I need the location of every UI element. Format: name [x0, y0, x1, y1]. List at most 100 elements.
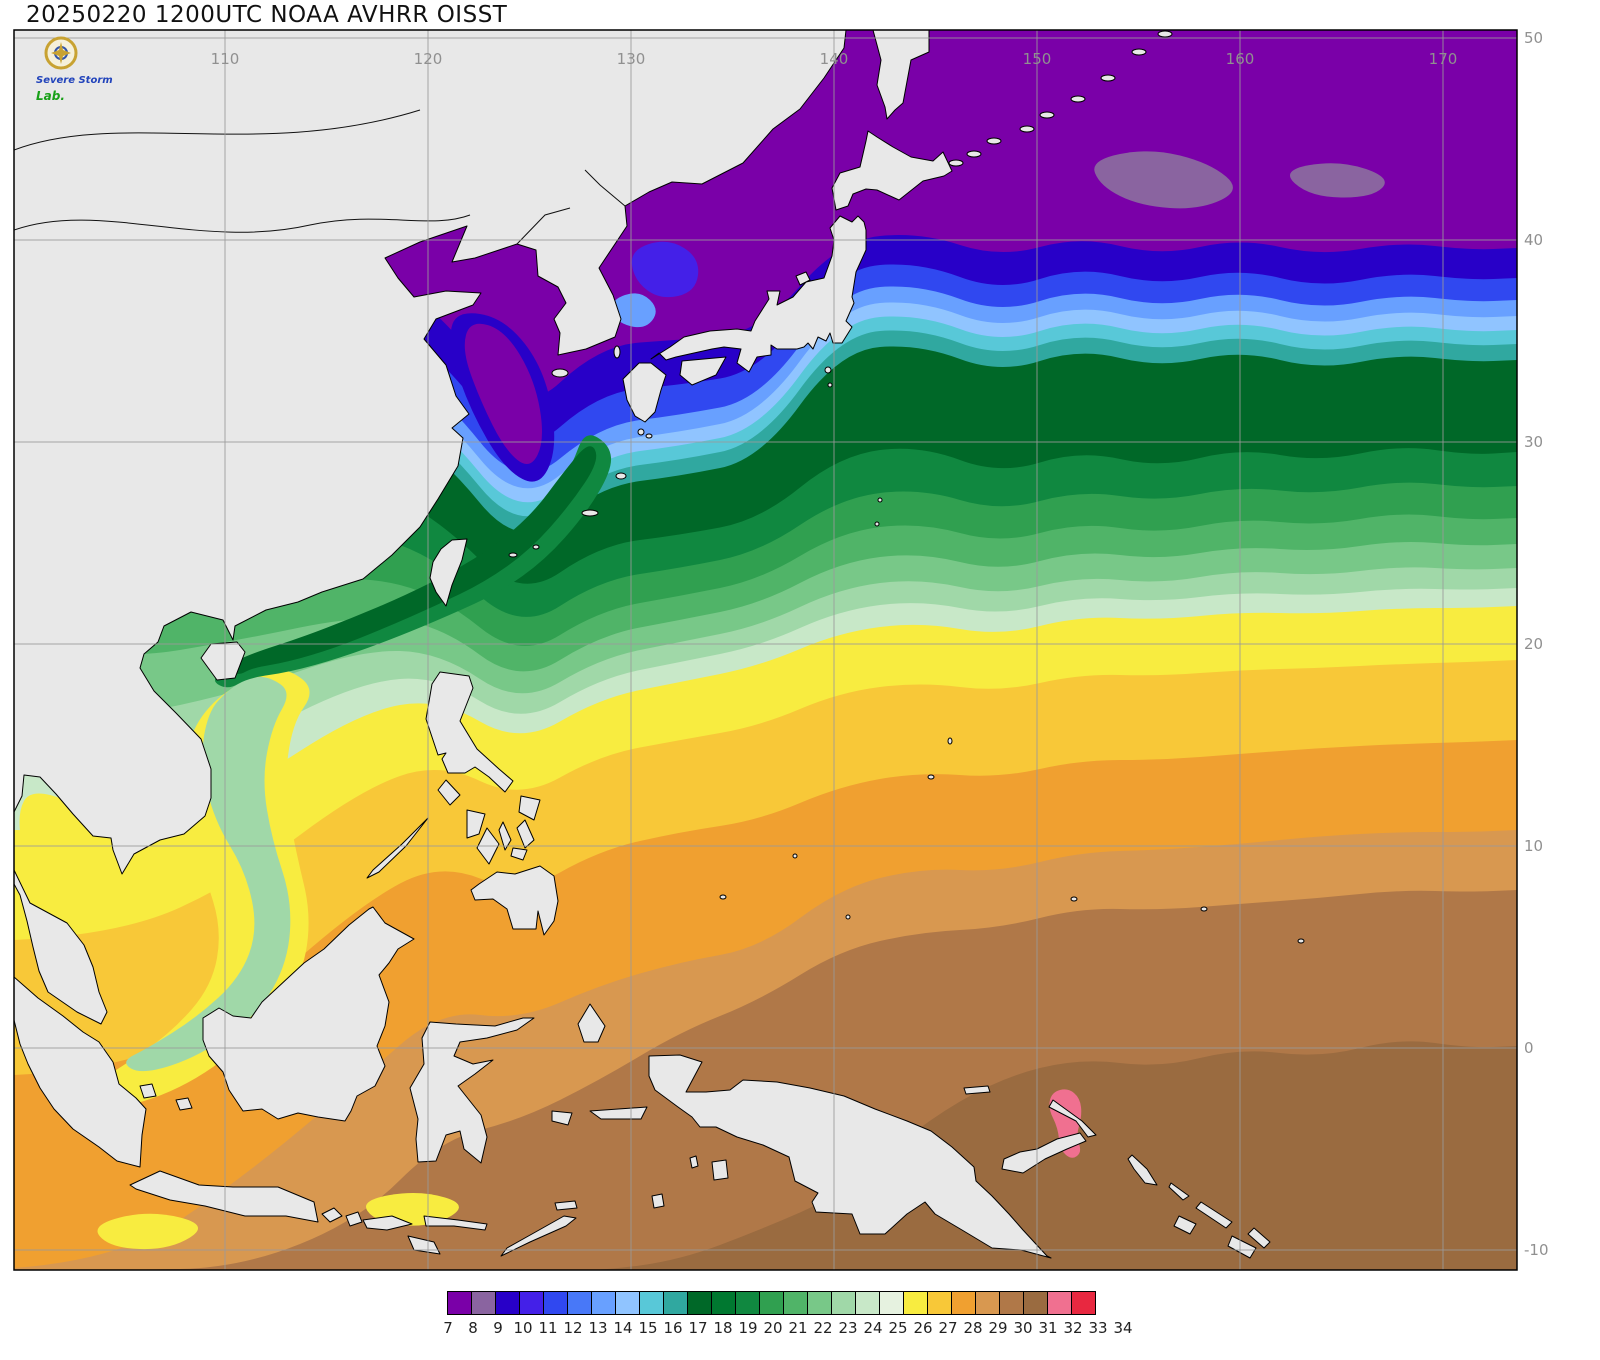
lat-label-30: 30 — [1524, 433, 1543, 451]
land-mindoro — [437, 779, 461, 806]
colorbar-tick-label: 26 — [913, 1319, 933, 1337]
land-buru — [551, 1110, 573, 1126]
sst-patch-china-coast-dark-strip — [227, 446, 597, 674]
colorbar-cell-27-28 — [927, 1291, 952, 1315]
colorbar-cell-30-31 — [999, 1291, 1024, 1315]
land-honshu — [650, 215, 867, 373]
colorbar-tick-label: 20 — [763, 1319, 783, 1337]
colorbar-cell-28-29 — [951, 1291, 976, 1315]
border-yalu — [516, 207, 571, 245]
colorbar-cell-25-26 — [879, 1291, 904, 1315]
ssl-emblem-icon — [44, 36, 78, 70]
sst-colorbar-labels: 7 8 9 10 11 12 13 14 15 16 17 18 19 20 21 22 23 24 25 26 27 2… — [443, 1319, 1132, 1337]
land-wetar — [554, 1200, 578, 1211]
colorbar-cell-32-33 — [1047, 1291, 1072, 1315]
sst-patch-north-pacific-muted-2 — [1290, 163, 1385, 198]
land-sulawesi — [409, 1017, 535, 1164]
lon-label-170: 170 — [1429, 50, 1458, 68]
ssl-logo: Severe Storm Lab. — [36, 36, 126, 104]
colorbar-cell-22-23 — [807, 1291, 832, 1315]
map-frame — [13, 29, 1518, 1271]
colorbar-tick-label: 31 — [1038, 1319, 1058, 1337]
land-mindanao — [470, 865, 559, 936]
lat-label-0: 0 — [1524, 1039, 1534, 1057]
land-flores — [423, 1215, 488, 1231]
land-new-britain — [1001, 1132, 1087, 1174]
colorbar-tick-label: 17 — [688, 1319, 708, 1337]
sst-patch-scs-mint-tongue — [126, 676, 291, 1072]
colorbar-tick-label: 10 — [513, 1319, 533, 1337]
colorbar-tick-label: 24 — [863, 1319, 883, 1337]
grid-layer — [14, 30, 1517, 1270]
colorbar-tick-label: 18 — [713, 1319, 733, 1337]
lon-label-140: 140 — [820, 50, 849, 68]
land-ryukyu-islands — [508, 345, 883, 558]
lon-label-160: 160 — [1226, 50, 1255, 68]
land-cebu — [498, 821, 512, 851]
land-luzon — [425, 671, 514, 793]
colorbar-tick-label: 30 — [1013, 1319, 1033, 1337]
colorbar-tick-label: 27 — [938, 1319, 958, 1337]
colorbar-cell-31-32 — [1023, 1291, 1048, 1315]
colorbar-tick-label: 9 — [493, 1319, 503, 1337]
lon-label-150: 150 — [1023, 50, 1052, 68]
land-palawan — [366, 817, 429, 879]
land-layer — [14, 30, 1305, 1259]
colorbar-cell-19-20 — [735, 1291, 760, 1315]
colorbar-tick-label: 28 — [963, 1319, 983, 1337]
land-java — [129, 1170, 319, 1223]
colorbar-cell-11-12 — [543, 1291, 568, 1315]
land-hainan — [200, 641, 246, 681]
land-borneo — [202, 906, 415, 1122]
land-kuril-islands — [948, 30, 1173, 167]
sst-patch-java-sea-yellow-1 — [97, 1213, 198, 1250]
colorbar-cell-15-16 — [639, 1291, 664, 1315]
colorbar-cell-17-18 — [687, 1291, 712, 1315]
colorbar-tick-label: 15 — [638, 1319, 658, 1337]
colorbar-cell-16-17 — [663, 1291, 688, 1315]
page-title: 20250220 1200UTC NOAA AVHRR OISST — [26, 2, 508, 28]
colorbar-tick-label: 19 — [738, 1319, 758, 1337]
colorbar-cell-29-30 — [975, 1291, 1000, 1315]
lat-label-20: 20 — [1524, 635, 1543, 653]
land-sumatra — [14, 976, 147, 1168]
land-hokkaido — [831, 130, 953, 211]
land-malaita — [1247, 1227, 1271, 1249]
land-malay-peninsula — [14, 869, 108, 1025]
land-sakhalin — [872, 30, 930, 120]
colorbar-cell-18-19 — [711, 1291, 736, 1315]
sst-patch-sea-of-japan-blob — [631, 241, 699, 298]
logo-text-lab: Lab. — [36, 88, 65, 103]
colorbar-tick-label: 12 — [563, 1319, 583, 1337]
colorbar-cell-21-22 — [783, 1291, 808, 1315]
colorbar-cell-7-8 — [447, 1291, 472, 1315]
sst-patches-layer — [19, 151, 1385, 1250]
land-sumbawa — [362, 1215, 413, 1231]
colorbar-tick-label: 32 — [1063, 1319, 1083, 1337]
land-taiwan — [429, 538, 468, 607]
land-new-guinea — [648, 1054, 1052, 1259]
land-manus — [963, 1085, 991, 1095]
colorbar-tick-label: 21 — [788, 1319, 808, 1337]
inland-borders-layer — [14, 109, 626, 245]
land-belitung — [175, 1097, 193, 1111]
land-bohol — [510, 847, 528, 861]
land-santa-isabel — [1195, 1201, 1233, 1229]
border-line-north — [14, 109, 421, 151]
land-micronesia-dots — [719, 737, 1305, 944]
colorbar-cell-23-24 — [831, 1291, 856, 1315]
land-new-georgia — [1173, 1215, 1197, 1235]
colorbar-tick-label: 25 — [888, 1319, 908, 1337]
land-choiseul — [1168, 1182, 1190, 1201]
sst-band-31-32 — [14, 1041, 1517, 1270]
sst-patch-yellow-sea-cold-core — [464, 323, 542, 464]
colorbar-tick-label: 11 — [538, 1319, 558, 1337]
colorbar-cell-8-9 — [471, 1291, 496, 1315]
colorbar-cell-26-27 — [903, 1291, 928, 1315]
land-halmahera — [577, 1003, 606, 1043]
land-seram — [589, 1106, 648, 1120]
colorbar-cell-13-14 — [591, 1291, 616, 1315]
sst-patch-sea-of-japan-blob-2 — [612, 293, 656, 328]
